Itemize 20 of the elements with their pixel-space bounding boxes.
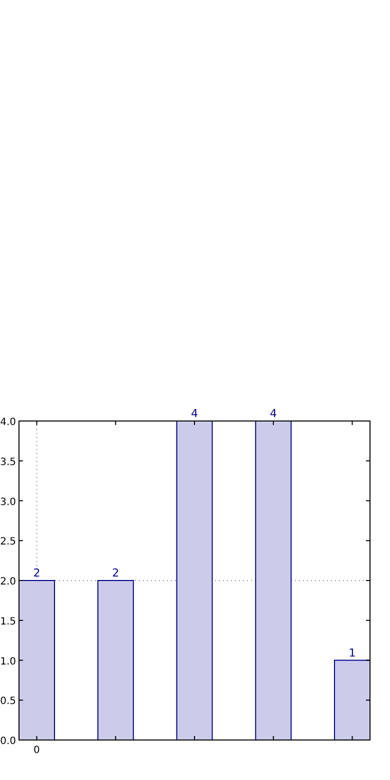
y-tick-label: 0.5 (0, 696, 16, 708)
y-tick-label: 1.0 (0, 656, 16, 668)
y-tick-label: 4.0 (0, 417, 16, 428)
y-tick-label: 0.0 (0, 736, 16, 747)
data-label: 4 (270, 407, 277, 420)
y-tick-label: 2.5 (0, 536, 16, 548)
bar (176, 420, 213, 740)
bar (97, 580, 134, 740)
y-tick-label: 1.5 (0, 616, 16, 628)
data-label: 4 (191, 407, 198, 420)
bar (255, 420, 292, 740)
data-label: 2 (33, 566, 40, 580)
y-tick-label: 2.0 (0, 576, 16, 588)
bar (18, 580, 55, 740)
bar (334, 660, 370, 740)
data-label: 2 (112, 566, 120, 580)
y-tick-label: 3.5 (0, 456, 16, 468)
x-tick-label: 0 (34, 745, 40, 756)
data-label: 1 (348, 646, 356, 660)
y-tick-label: 3.0 (0, 496, 16, 508)
